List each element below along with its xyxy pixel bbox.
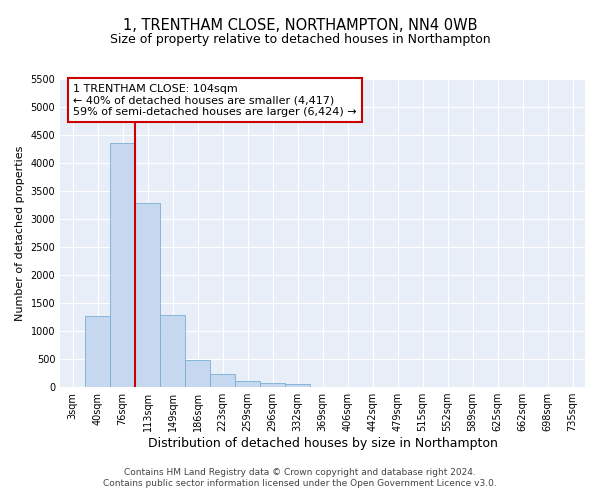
Bar — [210, 374, 235, 387]
X-axis label: Distribution of detached houses by size in Northampton: Distribution of detached houses by size … — [148, 437, 497, 450]
Bar — [110, 144, 135, 387]
Text: 1, TRENTHAM CLOSE, NORTHAMPTON, NN4 0WB: 1, TRENTHAM CLOSE, NORTHAMPTON, NN4 0WB — [123, 18, 477, 32]
Bar — [160, 316, 185, 387]
Text: Contains HM Land Registry data © Crown copyright and database right 2024.
Contai: Contains HM Land Registry data © Crown c… — [103, 468, 497, 487]
Bar — [185, 360, 210, 387]
Text: Size of property relative to detached houses in Northampton: Size of property relative to detached ho… — [110, 32, 490, 46]
Y-axis label: Number of detached properties: Number of detached properties — [15, 146, 25, 320]
Bar — [260, 383, 285, 387]
Bar — [285, 384, 310, 387]
Bar — [135, 204, 160, 387]
Bar — [85, 316, 110, 387]
Bar — [235, 382, 260, 387]
Text: 1 TRENTHAM CLOSE: 104sqm
← 40% of detached houses are smaller (4,417)
59% of sem: 1 TRENTHAM CLOSE: 104sqm ← 40% of detach… — [73, 84, 357, 117]
